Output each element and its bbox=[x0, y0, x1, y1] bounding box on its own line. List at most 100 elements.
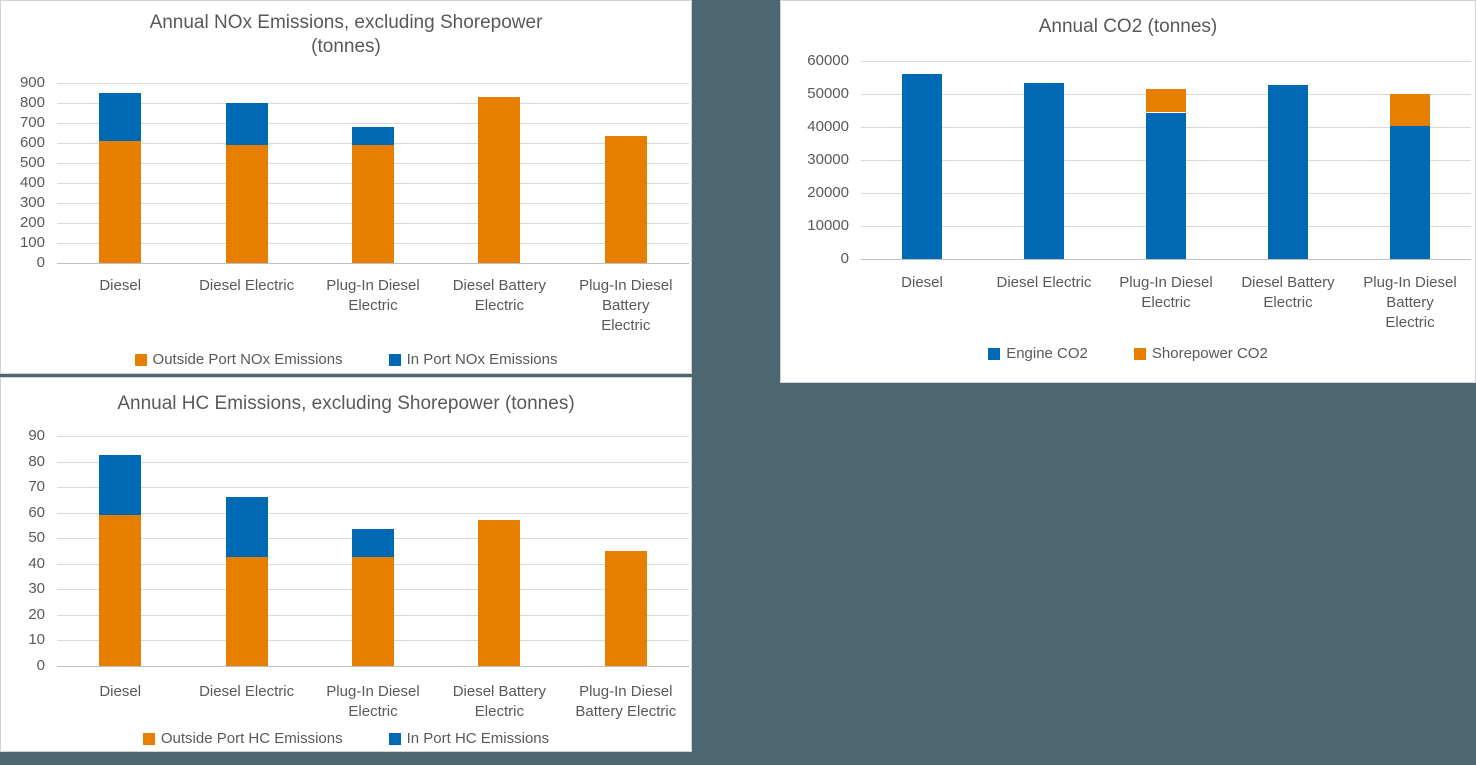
gridline bbox=[861, 61, 1471, 62]
x-axis-label-line: Electric bbox=[348, 297, 398, 314]
bar-segment-blue bbox=[352, 529, 394, 558]
bar-segment-orange bbox=[99, 140, 142, 263]
x-axis-label-line: Plug-In Diesel bbox=[1119, 274, 1213, 291]
co2-chart-title: Annual CO2 (tonnes) bbox=[781, 15, 1475, 39]
x-axis-label-line: Diesel Electric bbox=[199, 683, 295, 700]
x-axis-label: Diesel Electric bbox=[171, 682, 321, 702]
x-axis-label-line: Plug-In Diesel bbox=[1363, 274, 1457, 291]
legend-item: Shorepower CO2 bbox=[1133, 345, 1268, 362]
x-axis-label-line: Plug-In Diesel bbox=[579, 683, 673, 700]
legend-item: Outside Port HC Emissions bbox=[142, 730, 343, 747]
orange-legend-swatch bbox=[134, 353, 147, 366]
x-axis-label: Diesel bbox=[849, 273, 995, 293]
x-axis-label: Plug-In Diesel Electric bbox=[1093, 273, 1239, 313]
bar-segment-blue bbox=[1268, 84, 1308, 259]
y-tick-label: 40 bbox=[28, 554, 45, 572]
x-axis-label-line: Diesel Battery bbox=[1241, 274, 1335, 291]
gridline bbox=[57, 487, 689, 489]
legend-item: Engine CO2 bbox=[988, 345, 1088, 362]
x-axis-label: Diesel Electric bbox=[171, 276, 321, 296]
x-axis-label-line: Battery bbox=[602, 297, 650, 314]
x-axis-label: Plug-In Diesel Electric bbox=[298, 682, 448, 722]
gridline bbox=[57, 512, 689, 514]
orange-legend-swatch bbox=[142, 732, 155, 745]
x-axis-label: Diesel Battery Electric bbox=[424, 276, 574, 316]
bar-segment-blue bbox=[352, 127, 394, 145]
nox-chart-title: Annual NOx Emissions, excluding Shorepow… bbox=[1, 11, 691, 59]
blue-legend-swatch bbox=[388, 732, 401, 745]
legend-label: In Port HC Emissions bbox=[406, 730, 550, 747]
y-tick-label: 0 bbox=[840, 250, 849, 267]
gridline bbox=[57, 461, 689, 463]
nox-emissions-chart-panel: Annual NOx Emissions, excluding Shorepow… bbox=[0, 0, 692, 374]
chart-title-line: Annual HC Emissions, excluding Shorepowe… bbox=[117, 393, 575, 414]
y-tick-label: 50000 bbox=[807, 85, 849, 102]
x-axis-line bbox=[57, 263, 689, 264]
x-axis-line bbox=[57, 666, 689, 667]
x-axis-label-line: Electric bbox=[601, 317, 651, 334]
y-tick-label: 60 bbox=[28, 503, 45, 521]
x-axis-label: Diesel Battery Electric bbox=[1215, 273, 1361, 313]
bar-segment-blue bbox=[99, 455, 142, 516]
y-tick-label: 500 bbox=[19, 154, 45, 171]
orange-legend-swatch bbox=[1133, 347, 1146, 360]
x-axis-label-line: Electric bbox=[1141, 294, 1191, 311]
legend-item: In Port NOx Emissions bbox=[388, 351, 557, 368]
y-tick-label: 20000 bbox=[807, 184, 849, 201]
x-axis-label-line: Electric bbox=[348, 703, 398, 720]
bar-segment-orange bbox=[478, 520, 521, 666]
x-axis-label: Plug-In Diesel Battery Electric bbox=[551, 682, 701, 722]
gridline bbox=[57, 83, 689, 84]
x-axis-label-line: Diesel Electric bbox=[199, 277, 295, 294]
bar-segment-blue bbox=[99, 93, 142, 141]
gridline bbox=[57, 123, 689, 124]
chart-title-line: Annual NOx Emissions, excluding Shorepow… bbox=[149, 12, 543, 33]
y-tick-label: 90 bbox=[28, 427, 45, 444]
x-axis-label-line: Battery bbox=[1386, 294, 1434, 311]
bar-segment-blue bbox=[1390, 126, 1430, 259]
x-axis-label: Diesel bbox=[45, 682, 195, 702]
bar-segment-orange bbox=[1146, 89, 1186, 113]
legend-label: Engine CO2 bbox=[1006, 345, 1088, 362]
bar-segment-orange bbox=[604, 551, 647, 666]
x-axis-label-line: Plug-In Diesel bbox=[326, 277, 420, 294]
y-tick-label: 30000 bbox=[807, 151, 849, 168]
x-axis-label: Diesel Electric bbox=[971, 273, 1117, 293]
y-tick-label: 800 bbox=[19, 94, 45, 111]
chart-title-line: Annual CO2 (tonnes) bbox=[1038, 16, 1218, 37]
x-axis-label: Plug-In Diesel Battery Electric bbox=[551, 276, 701, 336]
bar-segment-orange bbox=[604, 135, 647, 263]
y-tick-label: 70 bbox=[28, 478, 45, 496]
x-axis-label-line: Diesel Battery bbox=[452, 277, 547, 294]
legend-label: Outside Port NOx Emissions bbox=[152, 351, 343, 368]
y-tick-label: 100 bbox=[19, 234, 45, 251]
x-axis-label-line: Diesel bbox=[901, 274, 943, 291]
y-tick-label: 700 bbox=[19, 114, 45, 131]
y-tick-label: 900 bbox=[19, 74, 45, 91]
bar-segment-blue bbox=[1146, 112, 1186, 259]
gridline bbox=[57, 436, 689, 437]
blue-legend-swatch bbox=[388, 353, 401, 366]
y-tick-label: 30 bbox=[28, 580, 45, 598]
chart-legend: Outside Port HC Emissions In Port HC Emis… bbox=[1, 730, 691, 747]
legend-label: Outside Port HC Emissions bbox=[160, 730, 343, 747]
x-axis-label-line: Electric bbox=[474, 297, 524, 314]
chart-legend: Engine CO2 Shorepower CO2 bbox=[781, 345, 1475, 362]
y-tick-label: 50 bbox=[28, 529, 45, 547]
x-axis-line bbox=[861, 259, 1471, 260]
x-axis-label-line: Plug-In Diesel bbox=[326, 683, 420, 700]
bar-segment-blue bbox=[225, 102, 268, 145]
y-tick-label: 0 bbox=[36, 657, 45, 674]
bar-segment-orange bbox=[225, 557, 268, 666]
blue-legend-swatch bbox=[988, 347, 1001, 360]
y-tick-label: 200 bbox=[19, 214, 45, 231]
bar-segment-orange bbox=[1390, 94, 1430, 126]
co2-emissions-chart-panel: Annual CO2 (tonnes) 0 10000 20000 30000 40000… bbox=[780, 0, 1476, 383]
x-axis-label-line: Electric bbox=[474, 703, 524, 720]
hc-emissions-chart-panel: Annual HC Emissions, excluding Shorepowe… bbox=[0, 377, 692, 752]
bar-segment-orange bbox=[352, 557, 394, 666]
y-tick-label: 10 bbox=[28, 631, 45, 649]
x-axis-label-line: Diesel bbox=[99, 683, 142, 700]
y-tick-label: 600 bbox=[19, 134, 45, 151]
